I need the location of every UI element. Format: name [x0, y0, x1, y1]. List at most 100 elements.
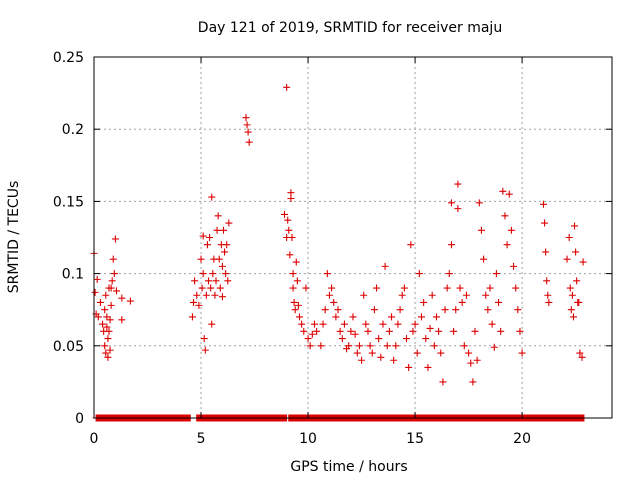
data-point	[220, 226, 227, 234]
y-tick-label: 0	[75, 411, 84, 427]
data-point	[428, 291, 436, 299]
data-point	[353, 349, 361, 357]
data-point	[294, 301, 302, 309]
data-point	[243, 121, 251, 129]
data-point	[394, 320, 402, 328]
data-point	[349, 313, 357, 321]
y-axis-label: SRMTID / TECUs	[6, 181, 22, 294]
data-point	[283, 83, 291, 91]
data-point	[317, 342, 325, 350]
data-point	[469, 378, 477, 386]
data-point	[392, 342, 400, 350]
data-point	[93, 275, 101, 283]
data-point	[195, 301, 203, 309]
data-point	[103, 323, 111, 331]
plot-frame	[93, 56, 613, 419]
data-point	[107, 301, 115, 309]
data-point	[193, 291, 201, 299]
data-point	[473, 356, 481, 364]
data-point	[118, 294, 126, 302]
data-point	[293, 277, 301, 285]
data-point	[368, 349, 376, 357]
data-point	[398, 291, 406, 299]
data-point	[545, 298, 553, 306]
data-point	[540, 200, 548, 208]
data-point	[375, 335, 383, 343]
data-point	[102, 291, 110, 299]
data-point	[295, 313, 303, 321]
data-point	[302, 284, 310, 292]
data-point	[407, 241, 415, 249]
data-point	[432, 313, 440, 321]
data-point	[467, 359, 475, 367]
data-point	[126, 297, 134, 305]
data-point	[291, 306, 299, 314]
data-point	[225, 219, 233, 227]
data-point	[475, 199, 483, 207]
data-point	[445, 270, 453, 278]
data-point	[435, 327, 443, 335]
data-point	[308, 330, 316, 338]
data-point	[388, 313, 396, 321]
data-point	[413, 349, 421, 357]
data-point	[198, 284, 206, 292]
data-point	[567, 306, 575, 314]
data-point	[495, 298, 503, 306]
data-point	[383, 342, 391, 350]
data-point	[471, 327, 479, 335]
data-point	[482, 291, 490, 299]
data-point	[505, 190, 513, 198]
data-point	[373, 284, 381, 292]
data-point	[565, 234, 573, 241]
data-point	[190, 298, 198, 306]
data-point	[199, 270, 207, 278]
data-point	[197, 255, 205, 263]
data-point	[304, 335, 312, 343]
data-point	[310, 320, 318, 328]
data-point	[208, 320, 216, 328]
data-point	[426, 324, 434, 332]
data-point	[503, 241, 511, 249]
data-point	[330, 298, 338, 306]
y-tick-label: 0.15	[53, 194, 84, 210]
data-point	[118, 316, 126, 324]
data-point	[105, 327, 113, 335]
data-point	[221, 248, 229, 256]
data-point	[215, 255, 223, 263]
data-point	[107, 284, 115, 292]
data-point	[512, 284, 520, 292]
data-point	[358, 356, 366, 364]
data-point	[355, 342, 363, 350]
data-point	[188, 313, 196, 321]
data-point	[216, 284, 224, 292]
data-point	[543, 277, 551, 285]
data-point	[441, 306, 449, 314]
data-point	[454, 180, 462, 188]
data-point	[390, 356, 398, 364]
y-tick-label: 0.05	[53, 339, 84, 355]
data-point	[486, 284, 494, 292]
data-point	[110, 270, 118, 278]
data-point	[573, 277, 581, 285]
data-point	[111, 235, 119, 243]
data-point	[566, 284, 574, 292]
data-point	[456, 284, 464, 292]
data-point	[454, 205, 462, 213]
data-point	[211, 291, 219, 299]
data-point	[206, 234, 214, 241]
data-point	[563, 255, 571, 263]
data-point	[370, 306, 378, 314]
data-point	[424, 363, 432, 371]
data-point	[191, 277, 199, 285]
data-point	[450, 327, 458, 335]
axis-ticks	[93, 56, 612, 419]
data-point	[288, 234, 296, 241]
y-tick-label: 0.1	[62, 267, 84, 283]
data-point	[213, 226, 221, 234]
data-point	[492, 270, 500, 278]
data-point	[447, 241, 455, 249]
data-point	[575, 298, 583, 306]
data-point	[477, 226, 485, 234]
data-point	[199, 232, 207, 240]
data-point	[202, 291, 210, 299]
